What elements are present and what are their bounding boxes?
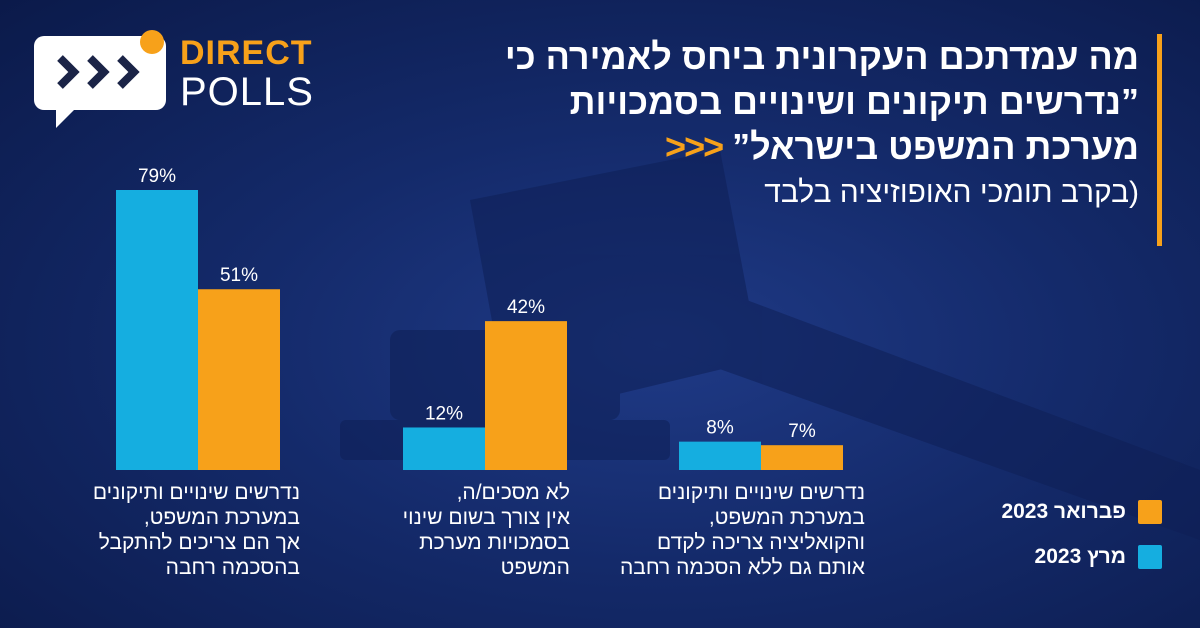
logo-bubble-tail (56, 106, 78, 128)
category-label-line: אין צורך בשום שינוי (402, 506, 570, 529)
category-label-line: והקואליציה צריכה לקדם (656, 531, 865, 554)
logo-dot (140, 30, 164, 54)
category-label-line: המשפט (500, 556, 570, 579)
category-label-line: בהסכמה רחבה (165, 556, 300, 579)
category-label-line: לא מסכים/ה, (456, 481, 570, 504)
chart-title-text: מה עמדתכם העקרונית ביחס לאמירה כי ”נדרשי… (504, 36, 1139, 167)
legend-swatch-february (1138, 500, 1162, 524)
legend-item-february: פברואר 2023 (1001, 500, 1162, 524)
category-label-line: במערכת המשפט, (708, 506, 865, 529)
category-label-line: נדרשים שינויים ותיקונים (657, 481, 865, 504)
chart-subtitle: (בקרב תומכי האופוזיציה בלבד (764, 176, 1139, 209)
category-label-line: נדרשים שינויים ותיקונים (92, 481, 300, 504)
logo-word-polls: POLLS (180, 70, 314, 114)
chevrons-icon (57, 55, 140, 89)
legend-swatch-march (1138, 545, 1162, 569)
category-label-3: נדרשים שינויים ותיקונים במערכת המשפט, וה… (600, 480, 865, 580)
title-arrows-icon: <<< (665, 126, 724, 167)
category-label-line: בסמכויות מערכת (419, 531, 570, 554)
legend-label-march: מרץ 2023 (1034, 545, 1126, 568)
logo-word-direct: DIRECT (180, 34, 313, 72)
legend-label-february: פברואר 2023 (1001, 500, 1126, 523)
category-label-line: אותם גם ללא הסכמה רחבה (619, 556, 865, 579)
category-label-1: נדרשים שינויים ותיקונים במערכת המשפט, אך… (60, 480, 300, 580)
chart-title: מה עמדתכם העקרונית ביחס לאמירה כי ”נדרשי… (499, 34, 1139, 169)
category-label-line: אך הם צריכים להתקבל (98, 531, 300, 554)
title-block: מה עמדתכם העקרונית ביחס לאמירה כי ”נדרשי… (499, 34, 1162, 246)
category-label-2: לא מסכים/ה, אין צורך בשום שינוי בסמכויות… (320, 480, 570, 580)
legend-item-march: מרץ 2023 (1035, 545, 1162, 569)
category-label-line: במערכת המשפט, (143, 506, 300, 529)
direct-polls-logo: DIRECT POLLS (34, 30, 313, 130)
